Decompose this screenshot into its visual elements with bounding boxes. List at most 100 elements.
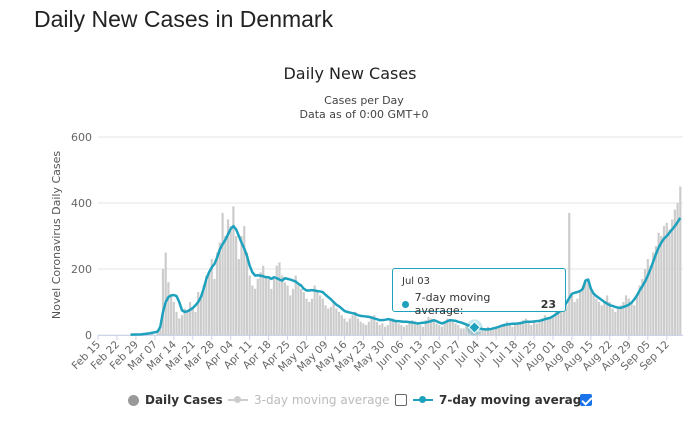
daily-cases-bar[interactable]: [551, 315, 555, 335]
daily-cases-bar[interactable]: [226, 219, 230, 336]
ma7-checkbox[interactable]: [580, 394, 592, 406]
daily-cases-bar[interactable]: [484, 328, 487, 335]
daily-cases-bar[interactable]: [318, 295, 322, 335]
daily-cases-bar[interactable]: [324, 305, 327, 335]
daily-cases-bar[interactable]: [216, 252, 219, 336]
daily-cases-bar[interactable]: [649, 265, 652, 335]
daily-cases-bar[interactable]: [495, 328, 498, 335]
daily-cases-bar[interactable]: [432, 321, 435, 335]
daily-cases-bar[interactable]: [424, 320, 427, 335]
daily-cases-bar[interactable]: [205, 275, 208, 335]
daily-cases-bar[interactable]: [489, 328, 492, 335]
daily-cases-bar[interactable]: [416, 323, 419, 335]
daily-cases-bar[interactable]: [213, 278, 216, 335]
daily-cases-bar[interactable]: [600, 305, 603, 335]
daily-cases-bar[interactable]: [400, 325, 403, 335]
daily-cases-bar[interactable]: [530, 325, 533, 335]
ma7-line[interactable]: [130, 217, 682, 336]
daily-cases-bar[interactable]: [359, 321, 362, 335]
daily-cases-bar[interactable]: [665, 222, 668, 335]
daily-cases-bar[interactable]: [570, 295, 574, 335]
daily-cases-bar[interactable]: [633, 305, 636, 335]
daily-cases-bar[interactable]: [462, 328, 465, 335]
daily-cases-bar[interactable]: [159, 326, 162, 335]
daily-cases-bar[interactable]: [186, 311, 189, 335]
daily-cases-bar[interactable]: [614, 311, 617, 335]
daily-cases-bar[interactable]: [248, 275, 251, 335]
daily-cases-bar[interactable]: [592, 295, 595, 335]
daily-cases-bar[interactable]: [646, 259, 649, 335]
daily-cases-bar[interactable]: [454, 323, 457, 335]
daily-cases-bar[interactable]: [522, 320, 525, 335]
daily-cases-bar[interactable]: [370, 318, 373, 336]
daily-cases-bar[interactable]: [616, 308, 620, 335]
daily-cases-bar[interactable]: [562, 302, 565, 335]
daily-cases-bar[interactable]: [329, 306, 333, 335]
daily-cases-bar[interactable]: [568, 212, 571, 335]
daily-cases-bar[interactable]: [262, 265, 265, 335]
daily-cases-bar[interactable]: [305, 298, 308, 335]
daily-cases-bar[interactable]: [662, 226, 666, 335]
daily-cases-bar[interactable]: [378, 325, 381, 335]
daily-cases-bar[interactable]: [492, 330, 495, 335]
daily-cases-bar[interactable]: [589, 288, 593, 335]
daily-cases-bar[interactable]: [291, 288, 295, 335]
daily-cases-bar[interactable]: [619, 305, 622, 335]
daily-cases-bar[interactable]: [565, 305, 568, 335]
daily-cases-bar[interactable]: [554, 311, 557, 335]
daily-cases-bar[interactable]: [532, 321, 536, 335]
daily-cases-bar[interactable]: [676, 203, 679, 335]
legend-item-daily-cases[interactable]: Daily Cases: [128, 393, 223, 407]
daily-cases-bar[interactable]: [308, 302, 311, 335]
daily-cases-bar[interactable]: [286, 285, 289, 336]
daily-cases-bar[interactable]: [270, 288, 273, 335]
daily-cases-bar[interactable]: [164, 252, 167, 336]
daily-cases-bar[interactable]: [221, 212, 224, 335]
daily-cases-bar[interactable]: [167, 282, 170, 335]
daily-cases-bar[interactable]: [486, 326, 490, 335]
daily-cases-bar[interactable]: [549, 318, 552, 336]
daily-cases-bar[interactable]: [627, 298, 630, 335]
daily-cases-bar[interactable]: [381, 323, 384, 335]
daily-cases-bar[interactable]: [581, 285, 584, 336]
daily-cases-bar[interactable]: [175, 311, 178, 335]
daily-cases-bar[interactable]: [283, 282, 286, 335]
daily-cases-bar[interactable]: [440, 326, 444, 335]
daily-cases-bar[interactable]: [557, 308, 560, 335]
daily-cases-bar[interactable]: [332, 302, 335, 335]
daily-cases-bar[interactable]: [608, 302, 611, 335]
daily-cases-bar[interactable]: [321, 298, 324, 335]
daily-cases-bar[interactable]: [587, 278, 590, 335]
ma3-checkbox[interactable]: [395, 394, 407, 406]
daily-cases-bar[interactable]: [362, 323, 365, 335]
daily-cases-bar[interactable]: [611, 308, 614, 335]
daily-cases-bar[interactable]: [543, 315, 546, 335]
daily-cases-bar[interactable]: [405, 325, 408, 335]
daily-cases-bar[interactable]: [161, 269, 165, 335]
daily-cases-bar[interactable]: [275, 265, 278, 335]
daily-cases-bar[interactable]: [638, 285, 641, 336]
daily-cases-bar[interactable]: [465, 325, 468, 335]
daily-cases-bar[interactable]: [573, 302, 576, 335]
daily-cases-bar[interactable]: [178, 318, 181, 336]
daily-cases-bar[interactable]: [643, 269, 647, 335]
daily-cases-bar[interactable]: [535, 323, 538, 335]
daily-cases-bar[interactable]: [278, 262, 281, 335]
daily-cases-bar[interactable]: [519, 321, 522, 335]
daily-cases-bar[interactable]: [354, 311, 357, 335]
daily-cases-bar[interactable]: [597, 302, 601, 335]
daily-cases-bar[interactable]: [343, 318, 346, 336]
daily-cases-bar[interactable]: [641, 278, 644, 335]
daily-cases-bar[interactable]: [348, 318, 351, 336]
daily-cases-bar[interactable]: [207, 272, 211, 335]
daily-cases-bar[interactable]: [500, 325, 503, 335]
daily-cases-bar[interactable]: [373, 315, 376, 335]
daily-cases-bar[interactable]: [383, 326, 387, 335]
legend-item-ma3[interactable]: 3-day moving average: [228, 393, 389, 407]
daily-cases-bar[interactable]: [375, 321, 379, 335]
daily-cases-bar[interactable]: [340, 315, 343, 335]
daily-cases-bar[interactable]: [237, 259, 240, 335]
daily-cases-bar[interactable]: [654, 245, 658, 335]
daily-cases-bar[interactable]: [497, 326, 500, 335]
daily-cases-bar[interactable]: [679, 186, 682, 336]
